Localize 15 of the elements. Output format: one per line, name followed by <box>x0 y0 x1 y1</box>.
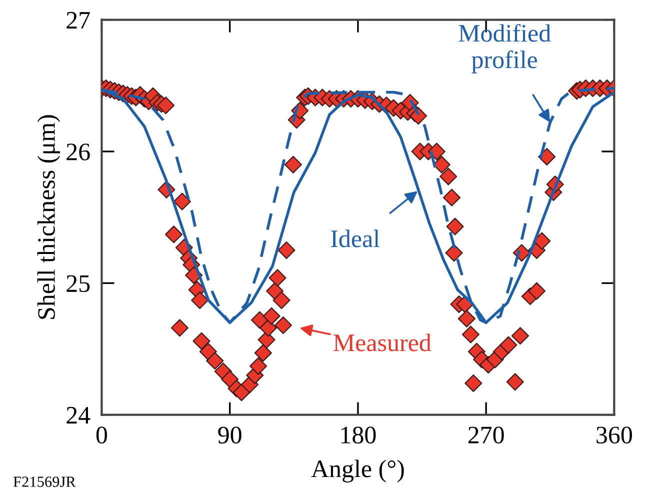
y-tick-label: 24 <box>66 406 90 424</box>
annotation: Measured <box>334 334 432 352</box>
x-axis-title: Angle (°) <box>311 460 404 482</box>
y-tick-label: 26 <box>66 144 90 160</box>
x-tick-label: 360 <box>596 426 632 444</box>
y-tick-label: 27 <box>66 12 90 28</box>
annotation: Ideal <box>331 230 380 248</box>
y-axis-title: Shell thickness (μm) <box>37 115 60 319</box>
x-tick-label: 90 <box>218 426 242 444</box>
annotation: Modified profile <box>458 24 551 74</box>
x-tick-label: 0 <box>96 426 108 444</box>
x-tick-label: 270 <box>468 426 504 444</box>
x-tick-label: 180 <box>341 426 376 444</box>
text: F21569JR <box>13 476 76 487</box>
y-tick-label: 25 <box>66 275 90 292</box>
